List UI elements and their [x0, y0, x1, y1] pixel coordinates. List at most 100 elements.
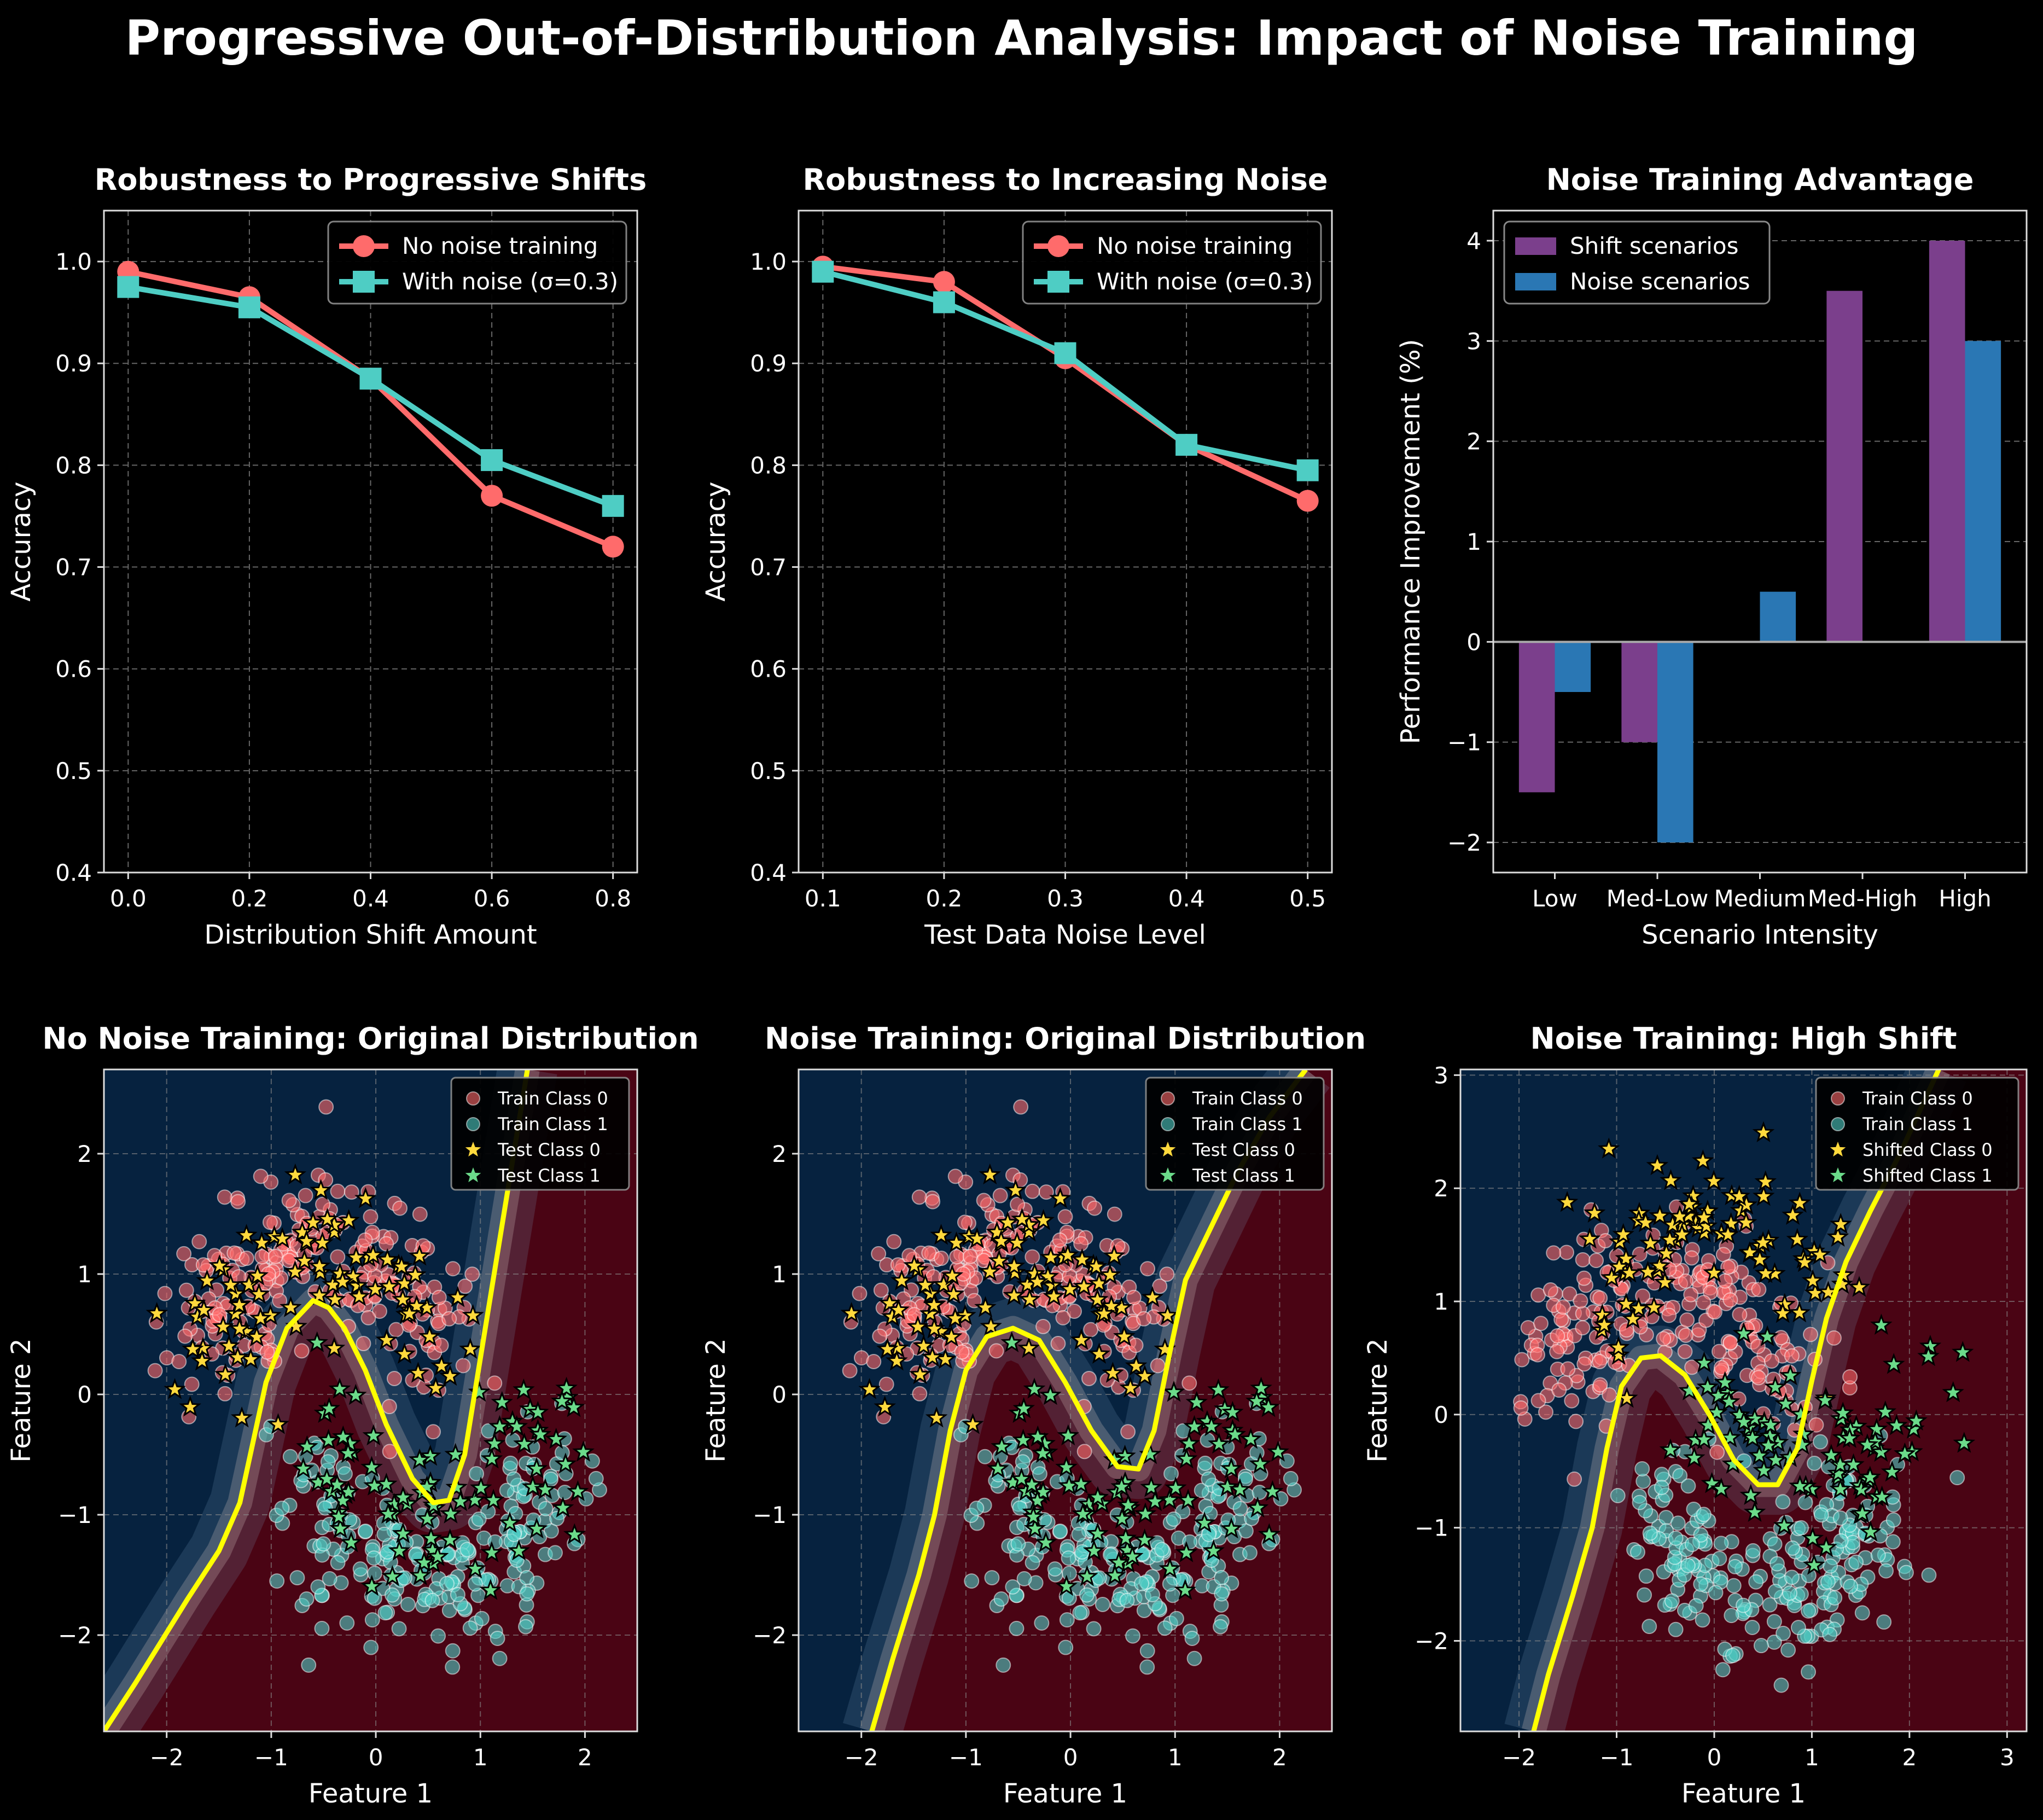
test-class-0-point	[228, 1317, 251, 1339]
test-class-1-point	[1874, 1400, 1896, 1422]
test-class-1-point	[1882, 1353, 1905, 1374]
test-class-0-point	[941, 1264, 964, 1286]
test-class-0-point	[903, 1254, 926, 1276]
test-class-0-point	[986, 1220, 1008, 1242]
train-class-1-point	[1214, 1586, 1230, 1602]
test-class-1-point	[991, 1435, 1013, 1457]
test-class-1-point	[327, 1505, 350, 1527]
train-class-1-point	[1801, 1664, 1817, 1680]
train-class-0-point	[852, 1286, 868, 1301]
test-class-1-point	[529, 1423, 552, 1444]
test-class-1-point	[563, 1523, 586, 1544]
train-class-1-point	[337, 1466, 353, 1482]
train-class-0-point	[1750, 1339, 1766, 1354]
plot-area	[1460, 1069, 2027, 1731]
test-class-1-point	[1659, 1438, 1682, 1460]
test-class-0-point	[940, 1325, 963, 1347]
train-class-0-point	[1784, 1348, 1800, 1364]
test-class-1-point	[987, 1457, 1009, 1479]
test-class-0-point	[923, 1317, 946, 1339]
test-class-1-point	[1748, 1444, 1771, 1466]
train-class-1-point	[1637, 1587, 1652, 1603]
data-point	[1296, 459, 1319, 481]
test-class-1-point	[1108, 1551, 1130, 1573]
train-class-1-point	[1197, 1455, 1213, 1471]
train-class-1-point	[459, 1542, 475, 1557]
test-class-0-point	[1848, 1276, 1871, 1297]
data-point	[481, 449, 503, 472]
y-axis-label: Feature 2	[6, 1338, 37, 1462]
train-class-1-point	[1163, 1466, 1179, 1481]
test-class-1-point	[1134, 1502, 1157, 1524]
legend-marker	[466, 1091, 480, 1106]
test-class-0-point	[1648, 1254, 1671, 1276]
test-class-1-point	[1076, 1565, 1098, 1586]
y-tick-label: 0.7	[55, 554, 92, 581]
test-class-1-point	[1200, 1415, 1223, 1437]
train-class-1-point	[471, 1511, 487, 1527]
train-class-1-point	[1157, 1620, 1173, 1636]
train-class-0-point	[1808, 1417, 1824, 1433]
test-class-1-point	[1764, 1375, 1786, 1397]
test-class-0-point	[1661, 1213, 1684, 1235]
data-point	[602, 536, 624, 558]
train-class-1-point	[366, 1550, 382, 1566]
x-tick-label: −1	[254, 1744, 288, 1771]
test-class-0-point	[944, 1307, 967, 1328]
test-class-0-point	[1772, 1301, 1794, 1323]
test-class-0-point	[1621, 1307, 1644, 1329]
test-class-0-point	[945, 1231, 968, 1253]
test-class-1-point	[306, 1331, 328, 1353]
test-class-1-point	[317, 1428, 340, 1450]
train-class-1-point	[1214, 1570, 1230, 1586]
train-class-1-point	[1724, 1608, 1739, 1624]
train-class-1-point	[1878, 1563, 1894, 1579]
train-class-1-point	[1610, 1488, 1626, 1504]
test-class-0-point	[1660, 1169, 1682, 1190]
train-class-0-point	[1551, 1382, 1567, 1398]
test-class-0-point	[408, 1244, 431, 1266]
test-class-0-point	[990, 1229, 1012, 1251]
train-class-1-point	[1775, 1494, 1791, 1510]
train-class-1-point	[358, 1524, 374, 1539]
train-class-0-point	[176, 1246, 192, 1261]
test-class-1-point	[1034, 1531, 1057, 1552]
x-tick-label: 3	[2000, 1744, 2015, 1771]
train-class-0-point	[262, 1214, 278, 1230]
train-class-1-point	[1654, 1467, 1669, 1482]
legend-label: Shifted Class 0	[1862, 1139, 1993, 1160]
test-class-0-point	[1003, 1284, 1026, 1305]
test-class-1-point	[1831, 1402, 1854, 1423]
test-class-0-point	[1639, 1232, 1662, 1253]
test-class-0-point	[1026, 1270, 1049, 1292]
test-class-1-point	[1208, 1432, 1230, 1454]
x-tick-label: 2	[578, 1744, 592, 1771]
test-class-0-point	[249, 1307, 272, 1328]
test-class-0-point	[1006, 1231, 1028, 1253]
figure-title: Progressive Out-of-Distribution Analysis…	[125, 10, 1918, 66]
test-class-0-point	[962, 1413, 984, 1434]
legend-box	[450, 1077, 630, 1191]
line-chart-0: 0.0 0.2 0.4 0.6 0.8 0.4 0.5 0.6 0.7 0.8 0.9 1.0 Robu…	[6, 162, 647, 950]
test-class-1-point	[416, 1507, 439, 1528]
y-tick-label: −2	[753, 1622, 787, 1649]
train-class-1-point	[1854, 1605, 1870, 1621]
test-class-0-point	[1607, 1344, 1630, 1365]
train-class-0-point	[1711, 1344, 1727, 1359]
train-class-0-point	[866, 1353, 882, 1369]
train-class-0-point	[976, 1193, 992, 1208]
x-tick-label: 1	[1805, 1744, 1819, 1771]
train-class-1-point	[1213, 1619, 1229, 1635]
train-class-0-point	[1592, 1354, 1608, 1370]
test-class-0-point	[390, 1255, 413, 1277]
test-class-0-point	[840, 1302, 863, 1323]
train-class-1-point	[299, 1591, 315, 1607]
train-class-1-point	[1058, 1639, 1074, 1655]
test-class-1-point	[1701, 1472, 1723, 1493]
train-class-1-point	[282, 1449, 298, 1464]
train-class-1-point	[430, 1628, 446, 1644]
decision-boundary	[1531, 1069, 1941, 1731]
train-class-0-point	[433, 1338, 449, 1353]
test-class-1-point	[362, 1424, 385, 1446]
test-class-1-point	[1856, 1433, 1879, 1455]
